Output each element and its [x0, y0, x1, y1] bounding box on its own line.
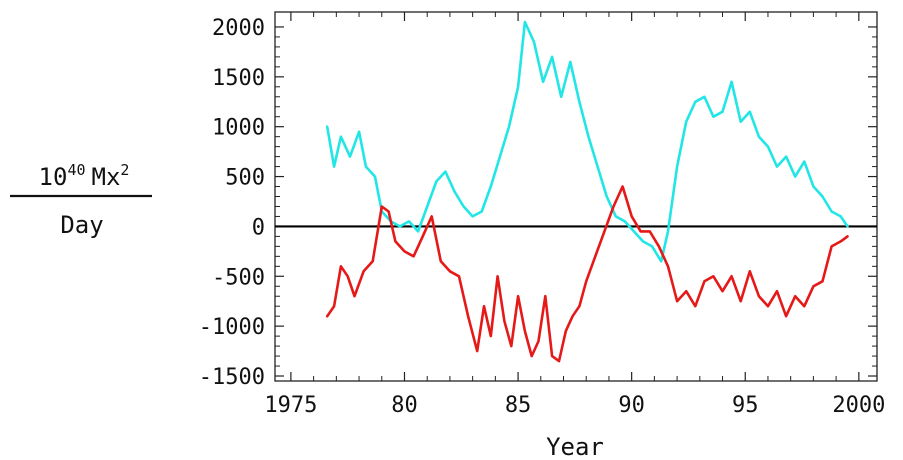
y-tick-label: 500 — [225, 166, 265, 191]
y-axis: -1500 -1000 -500 0 500 1000 1500 2000 — [199, 16, 877, 390]
y-tick-label: 2000 — [212, 16, 265, 41]
y-tick-label: -500 — [212, 265, 265, 290]
x-tick-label: 95 — [732, 393, 759, 418]
plot-frame — [274, 11, 878, 382]
y-tick-label: -1500 — [199, 365, 265, 390]
y-axis-title-denominator: Day — [60, 211, 103, 239]
y-tick-label: 0 — [252, 215, 265, 240]
x-axis-title: Year — [546, 433, 604, 460]
y-tick-label: 1500 — [212, 66, 265, 91]
x-tick-label: 90 — [618, 393, 645, 418]
y-axis-title: 1040 Mx2 Day — [10, 161, 152, 239]
series-line-1 — [325, 20, 849, 263]
series-layer — [325, 20, 849, 363]
x-tick-label: 1975 — [264, 393, 317, 418]
x-tick-label: 80 — [391, 393, 418, 418]
x-tick-label: 2000 — [832, 393, 885, 418]
x-tick-label: 85 — [505, 393, 532, 418]
y-tick-label: -1000 — [199, 315, 265, 340]
x-axis: 1975 80 85 90 95 2000 — [264, 12, 885, 418]
series-line-2 — [325, 185, 849, 363]
y-axis-title-numerator: 1040 Mx2 — [39, 161, 130, 191]
y-tick-label: 1000 — [212, 116, 265, 141]
